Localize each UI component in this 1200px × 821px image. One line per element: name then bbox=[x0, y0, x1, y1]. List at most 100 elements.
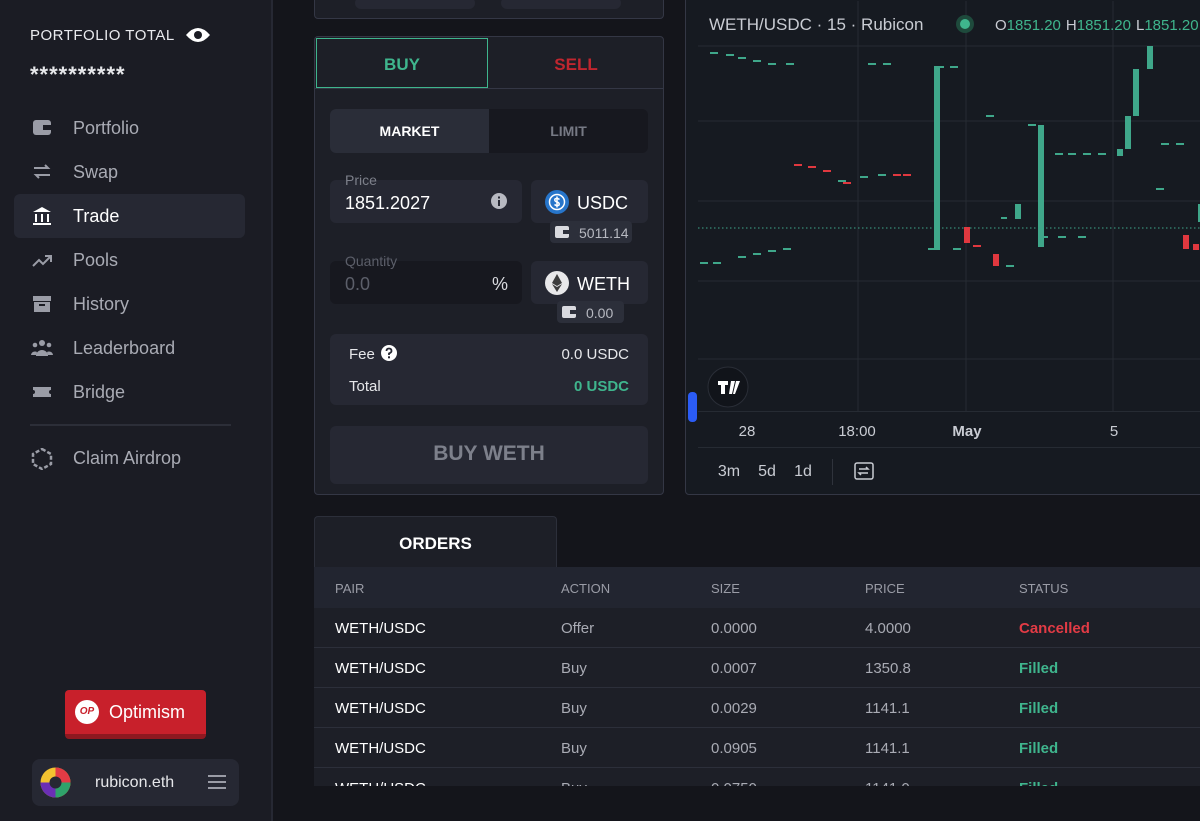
claim-airdrop[interactable]: Claim Airdrop bbox=[73, 448, 182, 468]
cell-size: 0.0905 bbox=[711, 740, 757, 757]
limit-tab-text[interactable]: LIMIT bbox=[550, 123, 587, 139]
cell-status: Cancelled bbox=[1019, 620, 1090, 637]
account-name: rubicon.eth bbox=[95, 774, 175, 791]
total-label: Total bbox=[349, 378, 381, 395]
wallet-icon bbox=[555, 226, 569, 238]
menu-icon[interactable] bbox=[208, 774, 226, 790]
info-icon[interactable] bbox=[491, 193, 507, 209]
portfolio-label: PORTFOLIO TOTAL bbox=[30, 27, 175, 44]
nav-item[interactable]: Portfolio bbox=[73, 118, 140, 138]
row-separator bbox=[314, 727, 1200, 728]
market-tab[interactable] bbox=[330, 109, 489, 153]
range-button[interactable]: 5d bbox=[758, 463, 776, 480]
cell-size: 0.0029 bbox=[711, 700, 757, 717]
ohlc-key: O bbox=[995, 17, 1007, 34]
usdc-label: USDC bbox=[577, 193, 629, 213]
chart-title: WETH/USDC · 15 · Rubicon bbox=[709, 15, 924, 34]
cell-price: 1141.0 bbox=[865, 781, 910, 786]
airdrop-icon bbox=[31, 448, 53, 470]
price-value: 1851.2027 bbox=[345, 193, 431, 213]
price-label: Price bbox=[345, 172, 377, 188]
sell-tab-text[interactable]: SELL bbox=[554, 55, 598, 74]
ohlc-value: 1851.20 bbox=[1076, 17, 1131, 34]
nav-icon bbox=[31, 340, 53, 356]
sidebar: PORTFOLIO TOTAL ********** Portfolio Swap… bbox=[0, 0, 273, 821]
cell-price: 1141.1 bbox=[865, 740, 910, 757]
quantity-value: 0.0 bbox=[345, 274, 371, 294]
cell-action: Buy bbox=[561, 660, 587, 677]
column-header: ACTION bbox=[561, 581, 611, 596]
cell-price: 1141.1 bbox=[865, 700, 910, 717]
x-tick-label: 5 bbox=[1109, 423, 1119, 440]
row-separator bbox=[314, 647, 1200, 648]
trade-panel: BUY SELL MARKET LIMIT Price 1851.2027 US… bbox=[314, 36, 664, 495]
orders-table: PAIR ACTION SIZE PRICE STATUS WETH/USDC Offer 0… bbox=[314, 567, 1200, 786]
orders-tab[interactable] bbox=[314, 516, 557, 568]
network-name: Optimism bbox=[109, 702, 185, 722]
cell-size: 0.0000 bbox=[711, 620, 757, 637]
panel-handle[interactable] bbox=[688, 392, 697, 422]
column-header: STATUS bbox=[1019, 581, 1069, 596]
nav-item[interactable]: Pools bbox=[73, 250, 119, 270]
quantity-label: Quantity bbox=[345, 253, 398, 269]
divider bbox=[30, 424, 231, 426]
top-box bbox=[355, 0, 475, 9]
help-icon[interactable] bbox=[381, 345, 397, 361]
compare-icon[interactable] bbox=[853, 460, 875, 482]
nav-icon bbox=[33, 120, 51, 135]
cell-size: 0.0007 bbox=[711, 660, 757, 677]
nav-item[interactable]: Bridge bbox=[73, 382, 126, 402]
top-panel bbox=[314, 0, 664, 19]
buy-tab[interactable] bbox=[316, 38, 488, 88]
tradingview-logo[interactable] bbox=[707, 366, 749, 408]
usdc-balance bbox=[550, 221, 632, 243]
quantity-input[interactable] bbox=[330, 261, 522, 304]
chart-panel: WETH/USDC · 15 · Rubicon O1851.20 H1851.2… bbox=[685, 0, 1200, 495]
account-box[interactable]: rubicon.eth bbox=[32, 759, 239, 806]
buy-button[interactable] bbox=[330, 426, 648, 484]
x-tick-label: 18:00 bbox=[838, 423, 876, 440]
x-tick-label: 28 bbox=[738, 423, 756, 440]
fee-label: Fee bbox=[349, 346, 375, 363]
weth-icon bbox=[545, 271, 569, 295]
row-separator bbox=[314, 687, 1200, 688]
avatar bbox=[40, 767, 71, 798]
cell-status: Filled bbox=[1019, 700, 1059, 717]
buy-tab-text: BUY bbox=[384, 55, 420, 74]
axis-line bbox=[698, 411, 1200, 412]
usdc-icon bbox=[545, 190, 569, 214]
nav-item[interactable]: History bbox=[73, 294, 130, 314]
ohlc: O1851.20 H1851.20 L1851.20 bbox=[995, 18, 1199, 33]
table-header bbox=[314, 567, 1200, 608]
nav-icon bbox=[33, 387, 51, 397]
toolbar-sep bbox=[832, 459, 833, 485]
eye-icon[interactable] bbox=[185, 25, 211, 45]
ohlc-key: L bbox=[1135, 17, 1145, 34]
cell-status: Filled bbox=[1019, 740, 1059, 757]
nav-item[interactable]: Swap bbox=[73, 162, 119, 182]
live-dot bbox=[956, 15, 974, 33]
usdc-balance-value: 5011.14 bbox=[579, 225, 629, 241]
ohlc-value: 1851.20 bbox=[1144, 17, 1199, 34]
cell-size: 0.0750 bbox=[711, 781, 757, 786]
x-tick-label: May bbox=[952, 423, 982, 440]
op-badge bbox=[75, 700, 99, 724]
nav-item[interactable]: Leaderboard bbox=[73, 338, 176, 358]
cell-pair: WETH/USDC bbox=[335, 781, 426, 786]
range-button[interactable]: 3m bbox=[717, 463, 741, 480]
nav-icon bbox=[33, 164, 51, 179]
cell-action: Offer bbox=[561, 620, 595, 637]
nav-item[interactable]: Trade bbox=[73, 206, 120, 226]
network-button[interactable]: OP Optimism bbox=[65, 690, 206, 739]
cell-action: Buy bbox=[561, 781, 587, 786]
column-header: PRICE bbox=[865, 581, 905, 596]
top-box bbox=[501, 0, 621, 9]
price-chart bbox=[698, 1, 1200, 411]
cell-price: 1350.8 bbox=[865, 660, 911, 677]
ohlc-key: H bbox=[1065, 17, 1077, 34]
order-tabs: MARKET LIMIT bbox=[330, 109, 648, 153]
percent-button[interactable]: % bbox=[492, 274, 509, 294]
price-input[interactable] bbox=[330, 180, 522, 223]
range-button[interactable]: 1d bbox=[794, 463, 812, 480]
fee-box bbox=[330, 334, 648, 405]
